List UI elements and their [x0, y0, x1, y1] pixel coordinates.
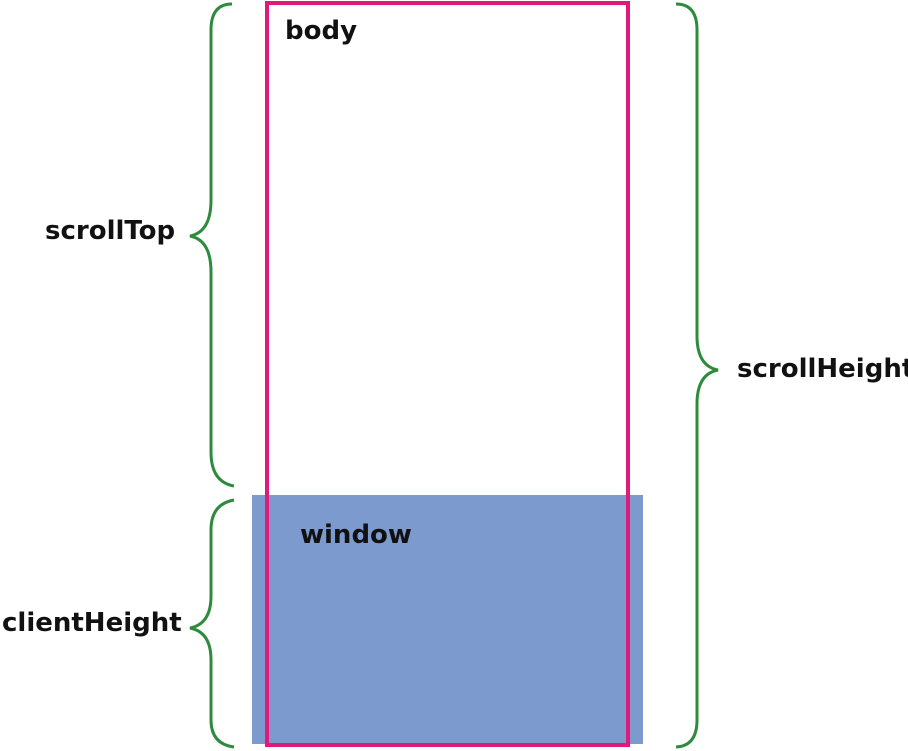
scroll-height-brace — [675, 2, 719, 749]
client-height-label: clientHeight — [2, 608, 182, 638]
window-label: window — [300, 520, 412, 550]
scroll-top-label: scrollTop — [45, 216, 176, 246]
scroll-height-label: scrollHeight — [737, 354, 908, 384]
scroll-top-brace — [189, 2, 235, 488]
body-rect — [265, 1, 630, 747]
window-rect — [252, 495, 643, 744]
body-label: body — [285, 16, 358, 46]
client-height-brace — [189, 498, 235, 749]
